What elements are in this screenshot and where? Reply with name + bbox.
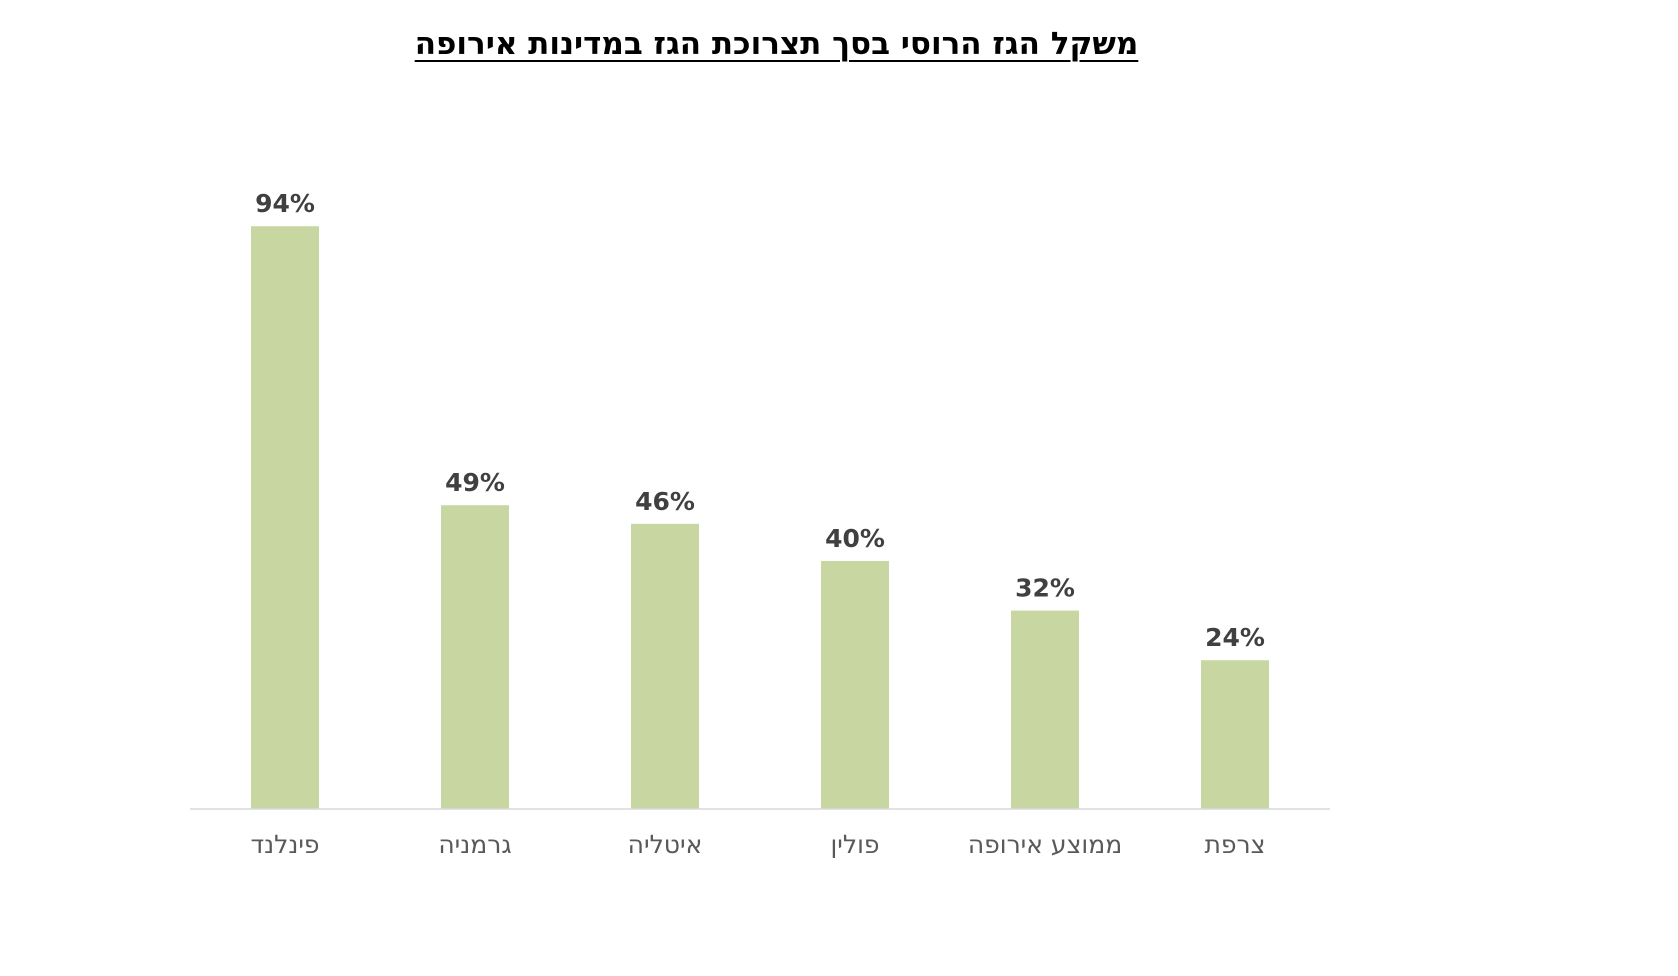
bar-1 bbox=[441, 505, 509, 809]
data-label-3: 40% bbox=[825, 524, 885, 553]
bar-0 bbox=[251, 226, 319, 809]
chart-title: משקל הגז הרוסי בסך תצרוכת הגז במדינות אי… bbox=[414, 26, 1139, 62]
category-label-3: פולין bbox=[830, 830, 879, 859]
bar-5 bbox=[1201, 660, 1269, 809]
bar-4 bbox=[1011, 610, 1079, 809]
data-label-5: 24% bbox=[1205, 623, 1265, 652]
category-label-5: צרפת bbox=[1205, 830, 1266, 859]
category-label-0: פינלנד bbox=[250, 830, 319, 859]
bar-3 bbox=[821, 561, 889, 809]
data-label-1: 49% bbox=[445, 468, 505, 497]
data-label-4: 32% bbox=[1015, 574, 1075, 603]
bars-layer bbox=[251, 226, 1269, 809]
category-label-1: גרמניה bbox=[438, 830, 511, 859]
data-label-0: 94% bbox=[255, 189, 315, 218]
category-label-2: איטליה bbox=[628, 830, 703, 859]
category-label-4: ממוצע אירופה bbox=[968, 830, 1122, 859]
labels-layer: 94% פינלנד 49% גרמניה 46% איטליה 40% פולין 32% ממ… bbox=[250, 189, 1265, 859]
bar-2 bbox=[631, 523, 699, 809]
data-label-2: 46% bbox=[635, 487, 695, 516]
